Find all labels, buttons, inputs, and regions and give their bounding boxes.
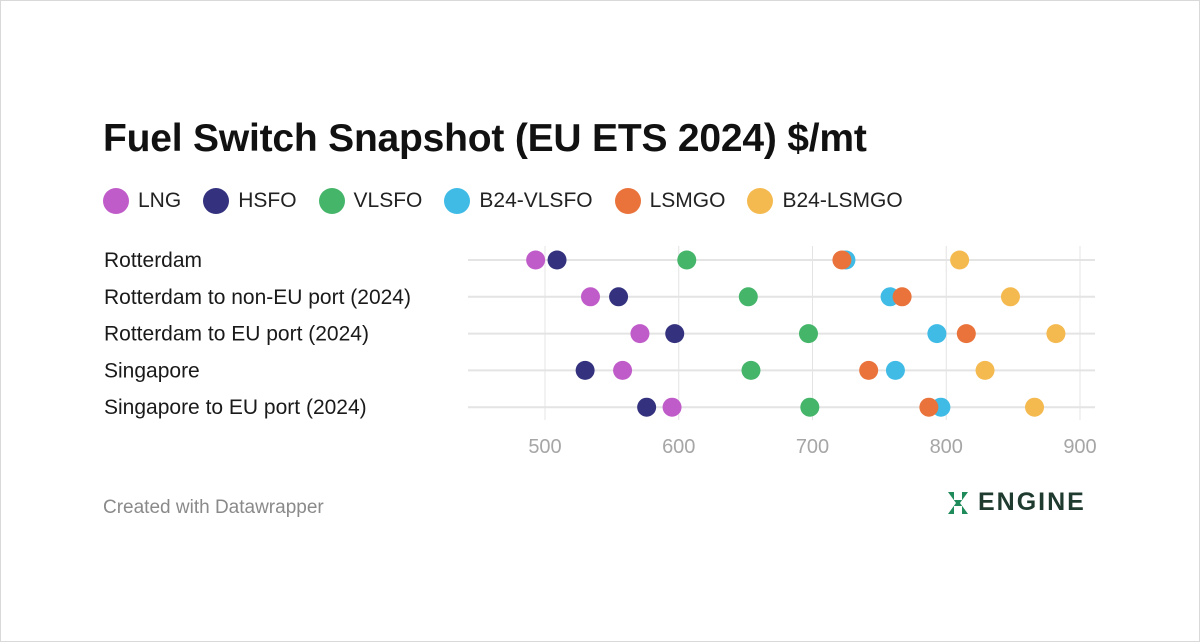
legend-item: LNG [103, 188, 181, 214]
dot-b24-lsmgo [1046, 324, 1066, 344]
x-tick-label: 900 [1063, 436, 1096, 458]
x-tick-label: 600 [662, 436, 695, 458]
row-label: Rotterdam to EU port (2024) [104, 323, 369, 346]
dot-b24-lsmgo [1000, 287, 1020, 307]
dot-lng [526, 250, 546, 270]
dot-lsmgo [832, 250, 852, 270]
legend-label: LSMGO [649, 189, 726, 212]
row-label: Rotterdam [104, 249, 202, 272]
legend-swatch [103, 188, 129, 214]
dot-hsfo [575, 360, 595, 380]
legend-item: B24-VLSFO [444, 188, 593, 214]
dot-lng [613, 360, 633, 380]
legend-swatch [318, 188, 345, 214]
legend-label: LNG [138, 189, 182, 212]
legend-label: B24-LSMGO [782, 189, 903, 212]
legend-item: VLSFO [318, 188, 423, 214]
legend-swatch [203, 188, 230, 214]
dot-b24-vlsfo [885, 360, 905, 380]
dot-vlsfo [738, 287, 758, 307]
x-tick-label: 500 [528, 436, 561, 458]
x-tick-label: 800 [930, 436, 963, 458]
dot-hsfo [665, 324, 685, 344]
footer-credit: Created with Datawrapper [103, 497, 324, 518]
dot-lsmgo [919, 397, 939, 417]
row-label: Rotterdam to non-EU port (2024) [104, 286, 411, 309]
legend-item: HSFO [203, 188, 297, 214]
dot-hsfo [609, 287, 629, 307]
dot-vlsfo [677, 250, 697, 270]
legend-swatch [747, 188, 774, 214]
legend-item: B24-LSMGO [747, 188, 903, 214]
dot-vlsfo [798, 324, 818, 344]
legend-label: B24-VLSFO [479, 189, 593, 212]
dot-lsmgo [859, 360, 879, 380]
dot-lng [580, 287, 600, 307]
dot-b24-vlsfo [927, 324, 947, 344]
chart-title: Fuel Switch Snapshot (EU ETS 2024) $/mt [103, 117, 867, 160]
dot-vlsfo [741, 360, 761, 380]
x-tick-label: 700 [796, 436, 829, 458]
dot-lng [630, 324, 650, 344]
dot-hsfo [547, 250, 567, 270]
engine-logo-icon [948, 491, 968, 514]
dot-lng [662, 397, 682, 417]
legend: LNG HSFO VLSFO B24-VLSFO LSMGO B24-LSMGO [103, 188, 925, 214]
dot-b24-lsmgo [950, 250, 970, 270]
engine-logo: ENGINE [946, 488, 1086, 517]
engine-logo-text: ENGINE [978, 488, 1086, 516]
row-label: Singapore to EU port (2024) [104, 396, 367, 419]
legend-item: LSMGO [614, 188, 726, 214]
legend-label: HSFO [238, 189, 297, 212]
legend-swatch [614, 188, 641, 214]
dot-hsfo [637, 397, 657, 417]
row-label: Singapore [104, 359, 200, 382]
dot-b24-lsmgo [1025, 397, 1045, 417]
dot-vlsfo [800, 397, 820, 417]
dot-b24-lsmgo [975, 360, 995, 380]
legend-swatch [444, 188, 471, 214]
dot-lsmgo [956, 324, 976, 344]
dot-lsmgo [892, 287, 912, 307]
legend-label: VLSFO [353, 189, 423, 212]
